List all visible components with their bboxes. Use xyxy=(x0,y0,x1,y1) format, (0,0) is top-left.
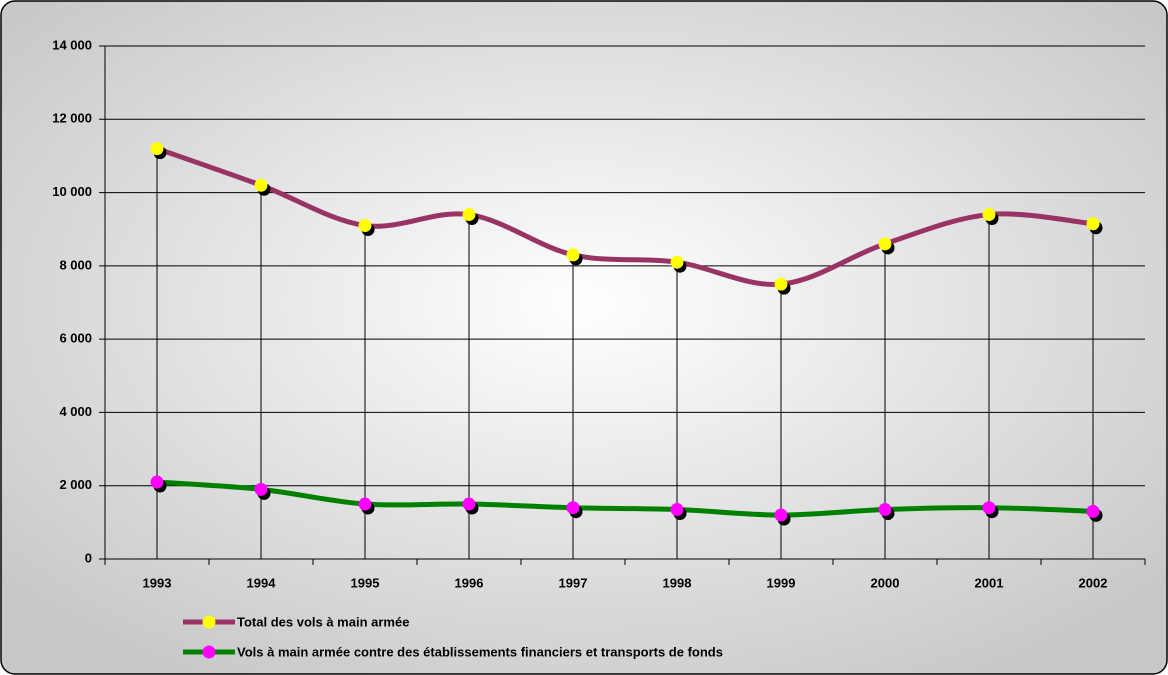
x-tick-label: 2000 xyxy=(871,575,900,590)
series-line xyxy=(156,479,1094,518)
legend-marker xyxy=(202,645,216,659)
x-tick-label: 1994 xyxy=(247,575,277,590)
marker xyxy=(150,475,164,489)
series-line xyxy=(156,146,1094,287)
marker xyxy=(670,255,684,269)
marker xyxy=(878,237,892,251)
y-tick-label: 4 000 xyxy=(59,404,92,419)
x-tick-label: 2001 xyxy=(975,575,1004,590)
marker xyxy=(462,208,476,222)
marker xyxy=(566,248,580,262)
legend-label: Vols à main armée contre des établisseme… xyxy=(237,644,723,659)
y-tick-label: 10 000 xyxy=(52,184,92,199)
marker xyxy=(566,501,580,515)
x-tick-label: 1995 xyxy=(351,575,380,590)
y-tick-label: 12 000 xyxy=(52,111,92,126)
x-tick-label: 1996 xyxy=(455,575,484,590)
marker xyxy=(982,208,996,222)
marker xyxy=(1086,217,1100,231)
legend-label: Total des vols à main armée xyxy=(237,614,409,629)
x-tick-label: 2002 xyxy=(1079,575,1108,590)
x-tick-label: 1998 xyxy=(663,575,692,590)
marker xyxy=(670,503,684,517)
marker xyxy=(982,501,996,515)
x-tick-label: 1999 xyxy=(767,575,796,590)
marker xyxy=(358,219,372,233)
x-tick-label: 1997 xyxy=(559,575,588,590)
marker xyxy=(1086,504,1100,518)
y-tick-label: 14 000 xyxy=(52,37,92,52)
y-tick-label: 6 000 xyxy=(59,331,92,346)
marker xyxy=(774,277,788,291)
y-tick-label: 8 000 xyxy=(59,257,92,272)
marker xyxy=(774,508,788,522)
x-tick-label: 1993 xyxy=(143,575,172,590)
y-tick-label: 0 xyxy=(85,550,92,565)
marker xyxy=(254,178,268,192)
marker xyxy=(462,497,476,511)
legend-marker xyxy=(202,615,216,629)
marker xyxy=(150,142,164,156)
marker xyxy=(358,497,372,511)
marker xyxy=(878,503,892,517)
marker xyxy=(254,482,268,496)
y-tick-label: 2 000 xyxy=(59,477,92,492)
